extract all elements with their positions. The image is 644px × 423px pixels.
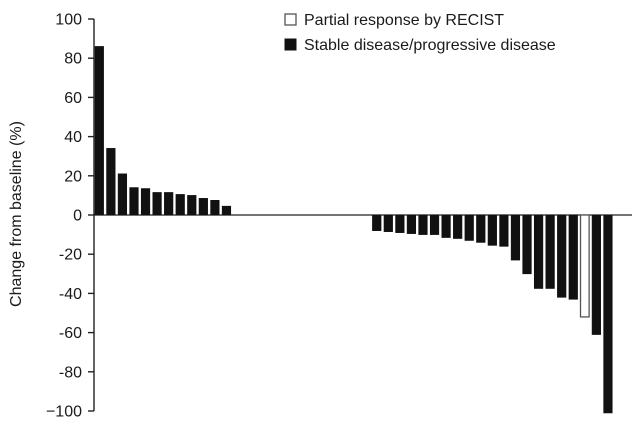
y-tick-label: 100 <box>55 12 82 29</box>
bar <box>429 214 440 235</box>
legend-swatch-stable-disease <box>284 38 297 51</box>
bar <box>533 214 544 289</box>
bar <box>221 205 232 216</box>
y-tick-label: 40 <box>64 129 82 146</box>
bar <box>441 214 451 238</box>
bar <box>106 148 116 216</box>
bar <box>395 214 405 233</box>
bar <box>568 214 578 300</box>
bar <box>94 46 104 216</box>
y-tick-label: −100 <box>46 404 82 421</box>
bar <box>453 214 463 239</box>
bar <box>418 214 428 235</box>
bar <box>487 214 497 246</box>
bar <box>210 200 220 216</box>
y-tick-label: 0 <box>73 208 82 225</box>
y-tick-label: -80 <box>59 364 82 381</box>
bar <box>383 214 393 232</box>
bar-layer <box>94 46 613 414</box>
bar <box>579 214 590 318</box>
bar <box>175 194 185 216</box>
bar <box>476 214 486 243</box>
bar <box>198 198 208 216</box>
y-tick-label: -60 <box>59 325 82 342</box>
bar <box>164 192 174 216</box>
bar <box>117 173 128 216</box>
legend: Partial response by RECIST Stable diseas… <box>284 12 556 54</box>
bar <box>510 214 521 261</box>
bar <box>140 188 151 216</box>
bar <box>557 214 567 298</box>
bar <box>499 214 509 247</box>
bar <box>591 214 601 335</box>
bar <box>187 195 197 216</box>
bar <box>464 214 474 241</box>
y-tick-label: -40 <box>59 286 82 303</box>
bar <box>372 214 382 231</box>
bar <box>152 192 162 216</box>
y-tick-label: 20 <box>64 168 82 185</box>
y-tick-label: 60 <box>64 90 82 107</box>
y-axis-title: Change from baseline (%) <box>8 121 25 307</box>
y-tick-label: 80 <box>64 51 82 68</box>
bar <box>129 187 139 216</box>
bar <box>545 214 555 289</box>
bar <box>406 214 417 234</box>
bar <box>522 214 532 275</box>
bar <box>603 214 613 414</box>
axis-layer: 100 80 60 40 20 0 -20 -40 -60 -80 −100 <box>46 12 632 421</box>
y-tick-label: -20 <box>59 247 82 264</box>
legend-label-partial-response: Partial response by RECIST <box>304 12 504 29</box>
legend-label-stable-disease: Stable disease/progressive disease <box>304 37 556 54</box>
legend-swatch-partial-response <box>284 13 297 26</box>
